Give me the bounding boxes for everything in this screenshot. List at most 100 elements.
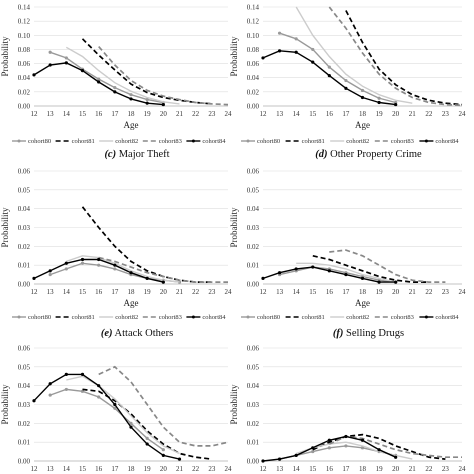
y-tick-label: 0.12 [247, 18, 260, 26]
x-tick-label: 12 [31, 465, 39, 473]
data-point-cohort80 [161, 448, 165, 452]
y-tick-label: 0.10 [247, 32, 260, 40]
legend-label-cohort84: cohort84 [435, 314, 459, 321]
y-tick-label: 0.01 [247, 262, 260, 270]
chart-panel-top-left: 0.00 0.02 0.04 0.06 0.08 0.10 0.12 0.14 12 13 14 15… [0, 4, 232, 146]
series-line-cohort81 [312, 254, 429, 283]
data-point-cohort84 [344, 272, 348, 277]
x-tick-label: 18 [128, 110, 136, 118]
legend-label-cohort82: cohort82 [115, 314, 138, 321]
series-line-cohort83 [328, 6, 463, 107]
y-tick-label: 0.05 [18, 363, 31, 371]
data-point-cohort84 [145, 276, 149, 280]
x-axis-title: Age [355, 120, 370, 130]
x-tick-label: 20 [160, 465, 168, 473]
panel-caption-letter: (c) [104, 149, 116, 160]
data-point-cohort84 [344, 434, 348, 439]
data-point-cohort80 [344, 78, 348, 83]
y-tick-label: 0.01 [247, 439, 260, 447]
legend-marker-cohort80 [17, 315, 21, 319]
data-point-cohort84 [97, 384, 101, 388]
data-point-cohort84 [97, 257, 101, 262]
y-tick-label: 0.04 [18, 205, 31, 213]
x-tick-label: 15 [309, 110, 317, 118]
x-tick-label: 19 [376, 465, 384, 473]
x-tick-label: 12 [31, 110, 39, 118]
y-tick-label: 0.12 [18, 18, 31, 26]
data-point-cohort84 [277, 457, 282, 461]
x-tick-label: 24 [225, 465, 233, 473]
x-tick-label: 16 [326, 288, 334, 296]
legend-label-cohort84: cohort84 [202, 138, 226, 145]
x-tick-label: 22 [425, 288, 433, 296]
y-tick-label: 0.14 [247, 4, 260, 12]
x-tick-label: 23 [442, 110, 450, 118]
series-line-cohort80 [279, 32, 396, 104]
data-point-cohort80 [97, 77, 101, 81]
series-line-cohort82 [65, 46, 180, 105]
x-tick-label: 23 [208, 465, 216, 473]
series-line-cohort80 [49, 51, 164, 104]
data-point-cohort84 [113, 402, 117, 407]
x-tick-label: 21 [176, 465, 184, 473]
x-tick-label: 14 [293, 465, 301, 473]
x-tick-label: 17 [111, 288, 119, 296]
x-tick-label: 14 [293, 288, 301, 296]
y-tick-label: 0.04 [247, 74, 260, 82]
legend-label-cohort84: cohort84 [202, 314, 226, 321]
legend: cohort80 cohort81 cohort82 cohort83 cohort84 [12, 314, 226, 321]
x-tick-label: 23 [208, 110, 216, 118]
series-line-cohort80 [279, 266, 396, 283]
legend-label-cohort80: cohort80 [257, 138, 280, 145]
x-tick-label: 20 [160, 288, 168, 296]
data-point-cohort84 [311, 446, 315, 450]
data-point-cohort80 [377, 96, 381, 100]
series-line-cohort82 [296, 262, 396, 283]
y-tick-label: 0.03 [18, 224, 31, 232]
x-tick-label: 22 [192, 288, 200, 296]
data-point-cohort80 [48, 50, 52, 54]
x-tick-label: 14 [63, 110, 71, 118]
y-tick-label: 0.10 [18, 32, 31, 40]
x-tick-label: 19 [144, 465, 152, 473]
data-point-cohort84 [277, 271, 282, 275]
y-tick-label: 0.04 [247, 205, 260, 213]
data-point-cohort80 [129, 421, 133, 425]
data-point-cohort84 [327, 438, 331, 442]
legend-label-cohort80: cohort80 [28, 138, 51, 145]
series-line-cohort83 [329, 249, 446, 283]
legend-marker-cohort80 [246, 139, 250, 143]
legend-label-cohort81: cohort81 [302, 314, 325, 321]
data-point-cohort84 [161, 453, 165, 457]
legend-marker-cohort80 [246, 315, 250, 319]
x-tick-label: 16 [326, 110, 334, 118]
panel-caption: (c) Major Theft [104, 149, 169, 160]
series-line-cohort84 [33, 258, 164, 283]
x-tick-label: 22 [192, 110, 200, 118]
y-tick-label: 0.06 [18, 168, 31, 176]
x-tick-label: 20 [392, 288, 400, 296]
x-tick-label: 24 [459, 110, 467, 118]
x-axis-title: Age [124, 120, 139, 130]
legend-label-cohort82: cohort82 [346, 314, 369, 321]
x-axis-title: Age [355, 298, 370, 308]
chart-panel-bottom-left: (e) Attack Others 0.00 0.01 0.02 0.03 0.04 0.0… [0, 328, 232, 473]
panel-caption-text: Other Property Crime [328, 149, 423, 160]
x-tick-label: 24 [459, 288, 467, 296]
panel-caption-text: Selling Drugs [343, 328, 404, 339]
x-tick-label: 21 [409, 288, 417, 296]
data-point-cohort80 [360, 446, 365, 450]
data-point-cohort84 [311, 60, 315, 64]
y-tick-label: 0.06 [18, 345, 31, 353]
data-point-cohort84 [129, 425, 133, 429]
series-line-cohort81 [81, 206, 212, 283]
legend-label-cohort81: cohort81 [302, 138, 325, 145]
series-line-cohort81 [81, 38, 212, 105]
x-tick-label: 21 [409, 465, 417, 473]
data-point-cohort84 [360, 276, 365, 280]
data-point-cohort80 [294, 37, 298, 41]
y-tick-label: 0.00 [247, 458, 260, 466]
x-tick-label: 19 [144, 110, 152, 118]
legend-label-cohort83: cohort83 [159, 314, 182, 321]
data-point-cohort80 [344, 444, 348, 448]
